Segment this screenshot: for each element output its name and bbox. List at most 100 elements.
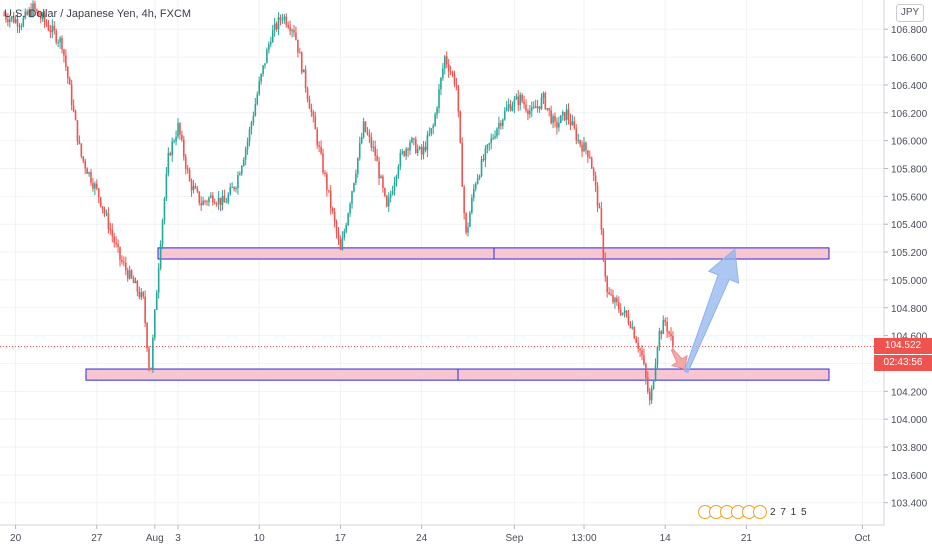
candle-body xyxy=(14,19,17,23)
candle-body xyxy=(523,101,525,105)
time-tick-label: 27 xyxy=(91,533,103,544)
candle-body xyxy=(190,181,193,191)
candle-body xyxy=(602,229,605,259)
flag-icon[interactable] xyxy=(753,505,767,519)
candle-body xyxy=(333,211,336,222)
candle-body xyxy=(517,96,520,106)
candle-body xyxy=(173,141,175,143)
candle-body xyxy=(244,148,247,160)
candle-body xyxy=(239,173,241,176)
candle-body xyxy=(235,187,237,190)
candle-body xyxy=(478,175,481,179)
candle-body xyxy=(78,141,81,144)
candle-body xyxy=(329,190,332,208)
candle-body xyxy=(16,19,19,27)
currency-button[interactable]: JPY xyxy=(896,4,924,22)
candle-body xyxy=(442,68,444,78)
candle-body xyxy=(148,348,150,368)
candle-body xyxy=(482,159,485,161)
candle-body xyxy=(672,336,674,346)
candle-body xyxy=(256,94,259,105)
price-tick-label: 105.400 xyxy=(891,220,928,231)
projection-arrows xyxy=(670,248,740,374)
candle-body xyxy=(575,128,578,141)
candle-body xyxy=(561,111,564,116)
candle-body xyxy=(546,108,549,110)
candle-body xyxy=(300,52,303,73)
candle-body xyxy=(262,65,264,74)
candle-body xyxy=(12,16,15,23)
candle-body xyxy=(318,145,320,147)
candle-body xyxy=(670,333,672,337)
candle-body xyxy=(355,173,357,183)
candle-body xyxy=(469,212,471,227)
candle-body xyxy=(534,106,537,109)
candle-body xyxy=(273,23,276,31)
time-axis[interactable]: 20 27 Aug 3 10 17 24 Sep 13:00 14 21 Oct xyxy=(10,525,870,544)
zones xyxy=(85,247,830,381)
candle-body xyxy=(426,135,429,151)
candle-body xyxy=(275,23,278,30)
candle-body xyxy=(652,380,655,389)
candle-body xyxy=(455,84,458,86)
candle-body xyxy=(500,123,502,126)
candle-body xyxy=(552,116,554,124)
candle-body xyxy=(606,276,608,293)
candle-body xyxy=(573,121,576,129)
candle-body xyxy=(252,115,255,123)
candle-body xyxy=(532,106,535,108)
candle-body xyxy=(635,338,637,343)
candle-body xyxy=(186,168,189,171)
candle-body xyxy=(179,123,181,135)
candle-body xyxy=(86,168,88,174)
candle-body xyxy=(184,156,187,169)
candle-body xyxy=(155,292,158,310)
candle-body xyxy=(22,17,25,27)
candle-body xyxy=(188,170,191,182)
candle-body xyxy=(202,200,204,206)
economic-events[interactable]: 2 7 1 5 xyxy=(698,503,808,521)
candle-body xyxy=(409,142,411,151)
candle-body xyxy=(314,116,317,130)
candle-body xyxy=(372,146,375,148)
price-tick-label: 104.200 xyxy=(891,387,928,398)
candle-body xyxy=(111,230,114,237)
candle-body xyxy=(312,111,315,117)
candle-body xyxy=(633,327,636,339)
candle-body xyxy=(271,30,274,43)
candle-body xyxy=(430,128,433,134)
candle-body xyxy=(424,146,427,151)
candle-body xyxy=(440,77,442,90)
price-tick-label: 105.000 xyxy=(891,276,928,287)
candle-body xyxy=(200,203,202,206)
candle-body xyxy=(445,56,448,65)
candle-body xyxy=(3,15,5,17)
candle-body xyxy=(538,106,541,109)
price-tick-label: 103.600 xyxy=(891,471,928,482)
candle-body xyxy=(563,111,566,121)
candle-body xyxy=(579,140,581,145)
time-tick-label: 17 xyxy=(335,533,347,544)
candle-body xyxy=(560,115,562,123)
candle-body xyxy=(486,144,489,149)
candle-body xyxy=(459,111,462,143)
candle-body xyxy=(293,30,295,33)
candle-body xyxy=(279,17,282,20)
candle-body xyxy=(589,157,591,159)
candle-body xyxy=(387,197,390,207)
candle-body xyxy=(380,176,382,179)
candle-body xyxy=(505,107,508,111)
candle-body xyxy=(621,312,624,315)
candle-body xyxy=(451,72,454,75)
candle-body xyxy=(337,232,340,240)
candle-body xyxy=(254,104,257,116)
candle-body xyxy=(227,194,230,203)
candle-body xyxy=(542,93,545,98)
price-axis[interactable]: 103.400103.600103.800104.000104.200104.4… xyxy=(884,25,928,510)
candle-body xyxy=(585,142,587,151)
candle-body xyxy=(484,148,487,161)
candle-body xyxy=(121,259,123,262)
candle-body xyxy=(119,247,121,260)
candle-body xyxy=(366,131,369,135)
